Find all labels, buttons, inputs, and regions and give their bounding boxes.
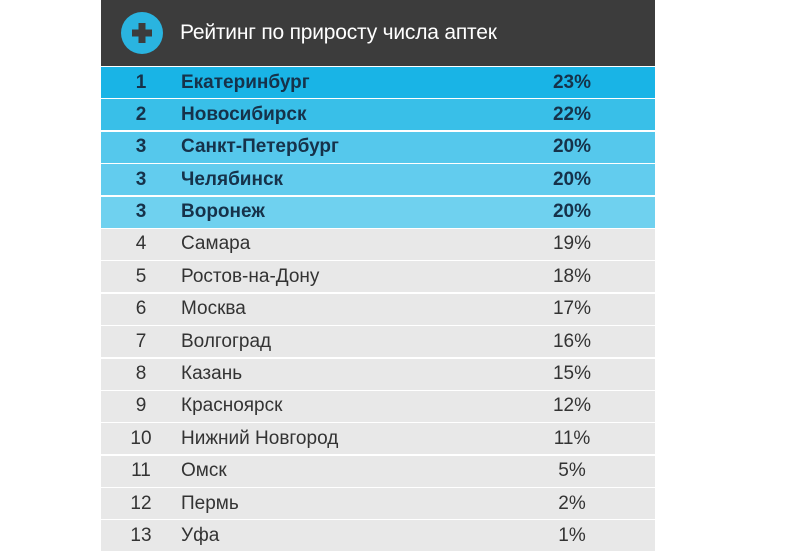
- city-cell: Воронеж: [181, 201, 265, 223]
- rank-cell: 2: [135, 103, 147, 125]
- table-row: 10 Нижний Новгород 11%: [101, 423, 655, 455]
- rank-cell: 10: [130, 427, 152, 449]
- rank-cell: 3: [135, 168, 147, 190]
- city-cell: Екатеринбург: [181, 71, 310, 93]
- plus-icon-glyph: [132, 23, 152, 43]
- percent-cell: 15%: [552, 363, 592, 385]
- table-row: 8 Казань 15%: [101, 358, 655, 390]
- table-row: 3 Воронеж 20%: [101, 196, 655, 228]
- rank-cell: 4: [135, 233, 147, 255]
- percent-cell: 20%: [552, 136, 592, 158]
- percent-cell: 16%: [552, 330, 592, 352]
- table-row: 7 Волгоград 16%: [101, 326, 655, 358]
- table-row: 12 Пермь 2%: [101, 488, 655, 520]
- rank-cell: 3: [135, 136, 147, 158]
- city-cell: Самара: [181, 233, 251, 255]
- city-cell: Уфа: [181, 524, 220, 546]
- table-row: 1 Екатеринбург 23%: [101, 67, 655, 98]
- rows-container: 1 Екатеринбург 23% 2 Новосибирск 22% 3 Санкт-…: [101, 67, 655, 552]
- rank-cell: 7: [135, 330, 147, 352]
- rank-cell: 11: [131, 460, 151, 482]
- percent-cell: 11%: [553, 427, 591, 449]
- percent-cell: 23%: [552, 71, 592, 93]
- city-cell: Санкт-Петербург: [181, 136, 339, 158]
- plus-icon: [121, 12, 163, 54]
- percent-cell: 22%: [552, 103, 592, 125]
- table-row: 13 Уфа 1%: [101, 520, 655, 552]
- table-row: 2 Новосибирск 22%: [101, 99, 655, 131]
- percent-cell: 19%: [552, 233, 592, 255]
- rank-cell: 13: [130, 524, 152, 546]
- city-cell: Москва: [181, 298, 246, 320]
- city-cell: Пермь: [181, 492, 239, 514]
- table-row: 11 Омск 5%: [101, 455, 655, 487]
- rank-cell: 6: [135, 298, 147, 320]
- percent-cell: 20%: [552, 201, 592, 223]
- percent-cell: 18%: [552, 265, 592, 287]
- percent-cell: 17%: [552, 298, 592, 320]
- city-cell: Волгоград: [181, 330, 272, 352]
- rank-cell: 3: [135, 201, 147, 223]
- city-cell: Ростов-на-Дону: [181, 265, 320, 287]
- table-row: 3 Челябинск 20%: [101, 164, 655, 196]
- table-row: 4 Самара 19%: [101, 228, 655, 260]
- rank-cell: 8: [135, 363, 147, 385]
- table-row: 3 Санкт-Петербург 20%: [101, 131, 655, 163]
- table-title: Рейтинг по приросту числа аптек: [180, 21, 497, 44]
- table-row: 9 Красноярск 12%: [101, 390, 655, 422]
- city-cell: Красноярск: [181, 395, 283, 417]
- percent-cell: 20%: [552, 168, 592, 190]
- rank-cell: 1: [135, 71, 147, 93]
- rank-cell: 9: [135, 395, 147, 417]
- rank-cell: 5: [135, 265, 147, 287]
- rating-table: Рейтинг по приросту числа аптек 1 Екатери…: [101, 0, 655, 557]
- table-row: 5 Ростов-на-Дону 18%: [101, 261, 655, 293]
- percent-cell: 1%: [558, 524, 586, 546]
- city-cell: Нижний Новгород: [181, 427, 339, 449]
- percent-cell: 2%: [558, 492, 586, 514]
- percent-cell: 12%: [552, 395, 592, 417]
- city-cell: Казань: [181, 363, 243, 385]
- city-cell: Новосибирск: [181, 103, 307, 125]
- percent-cell: 5%: [558, 460, 586, 482]
- city-cell: Омск: [181, 460, 227, 482]
- table-header: Рейтинг по приросту числа аптек: [101, 0, 655, 66]
- rank-cell: 12: [130, 492, 152, 514]
- table-row: 6 Москва 17%: [101, 293, 655, 325]
- city-cell: Челябинск: [181, 168, 284, 190]
